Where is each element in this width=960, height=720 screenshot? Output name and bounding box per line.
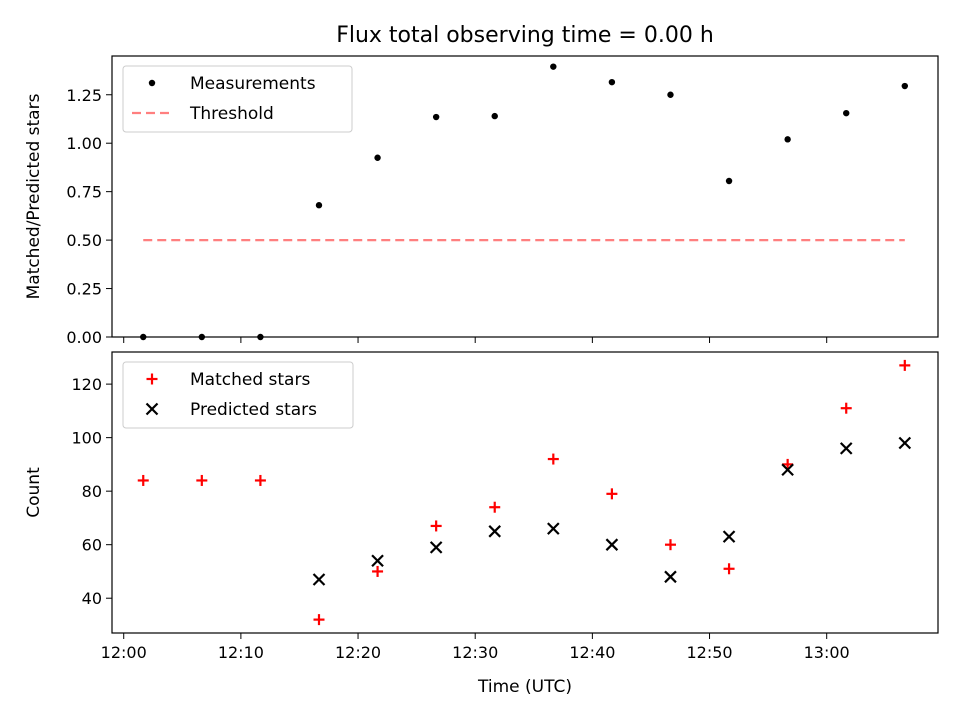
measurement-point [550,63,557,70]
measurement-point [725,177,733,185]
x-tick-label: 12:50 [686,643,732,662]
measurement-point [198,333,206,341]
measurement-point [667,91,674,98]
measurement-point [784,136,791,143]
measurement-point [491,112,498,120]
measurement-point [257,333,264,341]
matched-star-marker [254,474,266,486]
measurement-point [374,154,381,161]
predicted-star-stroke-b [898,436,912,450]
top-legend: Measurements Threshold [122,65,353,133]
top-y-tick-label: 1.25 [66,86,102,105]
x-tick-label: 13:00 [804,643,850,662]
legend-box [122,361,354,429]
predicted-star-stroke-b [547,522,560,535]
measurement-point [843,109,850,117]
measurement-point [608,78,616,86]
predicted-star-stroke-b [488,525,502,538]
figure-title: Flux total observing time = 0.00 h [336,23,714,48]
x-tick-label: 12:40 [569,643,615,662]
top-y-axis-label: Matched/Predicted stars [24,93,44,299]
predicted-star-marker [898,436,912,450]
bottom-y-tick-label: 100 [71,429,102,448]
bottom-axes-frame [111,351,939,634]
matched-star-marker [840,402,852,414]
predicted-star-marker [371,554,384,568]
legend-label: Predicted stars [190,400,317,420]
measurement-point [432,113,440,121]
top-panel: 0.00 0.25 0.50 0.75 1.00 1.25 Matched/Predicte… [24,55,939,347]
matched-star-marker [430,520,442,532]
legend-label: Matched stars [190,370,310,390]
predicted-star-stroke-b [781,463,794,477]
top-axes-frame [111,55,939,338]
predicted-star-marker [429,541,443,554]
predicted-star-stroke-b [371,554,384,568]
top-y-tick-label: 0.75 [66,183,102,202]
legend-dot-icon [148,79,156,87]
predicted-star-marker [547,522,560,535]
predicted-star-marker [664,570,677,584]
matched-star-marker [606,488,618,500]
top-y-tick-label: 0.00 [66,328,102,347]
legend-label: Threshold [189,104,274,124]
predicted-star-marker [488,525,502,538]
x-tick-label: 12:10 [218,643,264,662]
matched-star-marker [137,474,149,486]
matched-star-marker [664,539,676,551]
predicted-star-stroke-b [429,541,443,554]
bottom-legend: Matched stars Predicted stars [122,361,354,429]
x-tick-label: 12:20 [335,643,381,662]
matched-star-marker [489,501,501,513]
measurement-point [901,82,909,90]
bottom-y-tick-label: 120 [71,375,102,394]
predicted-star-stroke-b [839,442,853,455]
x-axis-label: Time (UTC) [477,677,572,697]
matched-star-marker [899,359,911,371]
top-y-tick-label: 1.00 [66,134,102,153]
bottom-y-axis-label: Count [24,467,44,518]
measurement-point [315,202,323,209]
matched-star-marker [196,474,208,486]
predicted-star-marker [312,573,326,586]
legend-label: Measurements [190,74,316,94]
matched-star-marker [313,614,325,626]
bottom-y-tick-label: 40 [82,589,102,608]
predicted-star-stroke-b [722,530,736,543]
top-y-tick-label: 0.25 [66,280,102,299]
top-y-tick-label: 0.50 [66,231,102,250]
x-tick-label: 12:30 [452,643,498,662]
matched-star-marker [782,458,794,470]
bottom-y-tick-label: 80 [82,482,102,501]
legend-x-icon-b [145,402,159,416]
predicted-star-stroke-b [605,538,619,551]
predicted-star-marker [839,442,853,455]
predicted-star-stroke-b [312,573,326,586]
predicted-star-stroke-b [664,570,677,584]
matched-star-marker [372,565,384,577]
predicted-star-marker [781,463,794,477]
measurement-point [140,333,147,341]
legend-box [122,65,353,133]
x-tick-label: 12:00 [101,643,147,662]
matched-star-marker [723,563,735,575]
matched-star-marker [547,453,559,465]
predicted-star-marker [605,538,619,551]
predicted-star-marker [722,530,736,543]
bottom-y-tick-label: 60 [82,536,102,555]
bottom-panel: 12:00 12:10 12:20 12:30 12:40 12:50 13:00 40 60 8… [24,351,939,662]
